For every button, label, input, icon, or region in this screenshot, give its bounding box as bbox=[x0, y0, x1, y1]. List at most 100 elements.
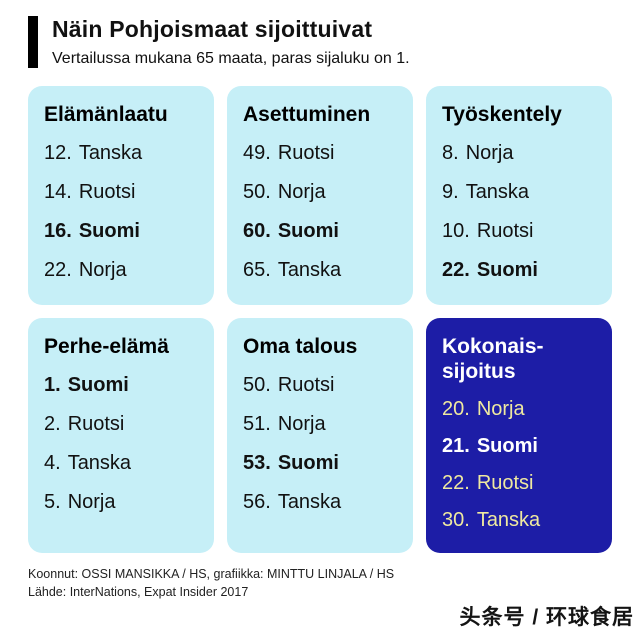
country: Tanska bbox=[277, 259, 342, 282]
country: Tanska bbox=[78, 142, 143, 165]
country: Suomi bbox=[67, 374, 129, 397]
card-perhe-elama: Perhe-elämä 1. Suomi 2. Ruotsi 4. Tanska 5.… bbox=[28, 318, 214, 553]
ranking-grid: Elämänlaatu 12. Tanska 14. Ruotsi 16. Suomi… bbox=[28, 86, 612, 553]
card-elamanlaatu: Elämänlaatu 12. Tanska 14. Ruotsi 16. Suomi… bbox=[28, 86, 214, 306]
credits-line: Koonnut: OSSI MANSIKKA / HS, grafiikka: … bbox=[28, 566, 395, 581]
rank: 8. bbox=[442, 142, 459, 165]
ranking-list: 8. Norja 9. Tanska 10. Ruotsi 22. Suomi bbox=[442, 143, 596, 281]
country: Ruotsi bbox=[277, 374, 335, 397]
country: Norja bbox=[277, 181, 326, 204]
ranking-list: 49. Ruotsi 50. Norja 60. Suomi 65. Tanska bbox=[243, 143, 397, 281]
ranking-row: 20. Norja bbox=[442, 397, 596, 420]
card-oma-talous: Oma talous 50. Ruotsi 51. Norja 53. Suomi 5… bbox=[227, 318, 413, 553]
page-subtitle: Vertailussa mukana 65 maata, paras sijal… bbox=[52, 50, 410, 67]
watermark-text: 头条号 / 环球食居 bbox=[459, 606, 634, 629]
country: Ruotsi bbox=[67, 413, 125, 436]
rank: 21. bbox=[442, 434, 470, 457]
card-title: Työskentely bbox=[442, 103, 562, 126]
rank: 22. bbox=[442, 259, 470, 282]
country: Tanska bbox=[476, 508, 541, 531]
ranking-row: 56. Tanska bbox=[243, 492, 397, 513]
ranking-row: 4. Tanska bbox=[44, 453, 198, 474]
rank: 60. bbox=[243, 220, 271, 243]
rank: 22. bbox=[442, 471, 470, 494]
ranking-row: 10. Ruotsi bbox=[442, 221, 596, 242]
ranking-row: 2. Ruotsi bbox=[44, 414, 198, 435]
ranking-row-highlight: 60. Suomi bbox=[243, 221, 397, 242]
ranking-row: 9. Tanska bbox=[442, 182, 596, 203]
rank: 14. bbox=[44, 181, 72, 204]
rank: 22. bbox=[44, 259, 72, 282]
ranking-list: 12. Tanska 14. Ruotsi 16. Suomi 22. Norja bbox=[44, 143, 198, 281]
country: Ruotsi bbox=[476, 220, 534, 243]
country: Suomi bbox=[476, 434, 538, 457]
card-title: Elämänlaatu bbox=[44, 103, 168, 126]
country: Suomi bbox=[277, 220, 339, 243]
rank: 30. bbox=[442, 508, 470, 531]
ranking-row: 51. Norja bbox=[243, 414, 397, 435]
rank: 10. bbox=[442, 220, 470, 243]
rank: 20. bbox=[442, 397, 470, 420]
rank: 56. bbox=[243, 491, 271, 514]
ranking-list: 20. Norja 21. Suomi 22. Ruotsi 30. Tanska bbox=[442, 397, 596, 531]
card-kokonaissijoitus: Kokonais- sijoitus 20. Norja 21. Suomi 22.… bbox=[426, 318, 612, 553]
ranking-list: 50. Ruotsi 51. Norja 53. Suomi 56. Tanska bbox=[243, 375, 397, 513]
country: Norja bbox=[277, 413, 326, 436]
ranking-row: 5. Norja bbox=[44, 492, 198, 513]
title-accent-bar bbox=[28, 16, 38, 68]
ranking-row: 65. Tanska bbox=[243, 260, 397, 281]
country: Norja bbox=[67, 491, 116, 514]
country: Ruotsi bbox=[277, 142, 335, 165]
rank: 5. bbox=[44, 491, 61, 514]
country: Tanska bbox=[67, 452, 132, 475]
country: Norja bbox=[476, 397, 525, 420]
rank: 12. bbox=[44, 142, 72, 165]
rank: 2. bbox=[44, 413, 61, 436]
rank: 4. bbox=[44, 452, 61, 475]
country: Tanska bbox=[277, 491, 342, 514]
rank: 9. bbox=[442, 181, 459, 204]
ranking-row: 49. Ruotsi bbox=[243, 143, 397, 164]
page-title: Näin Pohjoismaat sijoittuivat bbox=[52, 16, 373, 42]
country: Norja bbox=[78, 259, 127, 282]
source-line: Lähde: InterNations, Expat Insider 2017 bbox=[28, 584, 249, 599]
rank: 65. bbox=[243, 259, 271, 282]
ranking-row: 22. Norja bbox=[44, 260, 198, 281]
ranking-row-highlight: 21. Suomi bbox=[442, 434, 596, 457]
country: Suomi bbox=[476, 259, 538, 282]
country: Ruotsi bbox=[78, 181, 136, 204]
ranking-row: 14. Ruotsi bbox=[44, 182, 198, 203]
country: Suomi bbox=[78, 220, 140, 243]
rank: 49. bbox=[243, 142, 271, 165]
country: Ruotsi bbox=[476, 471, 534, 494]
card-title: Asettuminen bbox=[243, 103, 371, 126]
rank: 50. bbox=[243, 374, 271, 397]
card-title: Perhe-elämä bbox=[44, 335, 169, 359]
ranking-row: 8. Norja bbox=[442, 143, 596, 164]
rank: 51. bbox=[243, 413, 271, 436]
header-text: Näin Pohjoismaat sijoittuivat Vertailuss… bbox=[52, 16, 410, 68]
card-asettuminen: Asettuminen 49. Ruotsi 50. Norja 60. Suomi … bbox=[227, 86, 413, 306]
ranking-row: 50. Norja bbox=[243, 182, 397, 203]
ranking-row: 12. Tanska bbox=[44, 143, 198, 164]
ranking-row-highlight: 22. Suomi bbox=[442, 260, 596, 281]
footer: Koonnut: OSSI MANSIKKA / HS, grafiikka: … bbox=[28, 565, 612, 601]
ranking-list: 1. Suomi 2. Ruotsi 4. Tanska 5. Norja bbox=[44, 375, 198, 513]
country: Suomi bbox=[277, 452, 339, 475]
ranking-row: 50. Ruotsi bbox=[243, 375, 397, 396]
ranking-row-highlight: 16. Suomi bbox=[44, 221, 198, 242]
rank: 1. bbox=[44, 374, 61, 397]
ranking-row: 30. Tanska bbox=[442, 508, 596, 531]
country: Norja bbox=[465, 142, 514, 165]
rank: 16. bbox=[44, 220, 72, 243]
header: Näin Pohjoismaat sijoittuivat Vertailuss… bbox=[28, 16, 612, 68]
rank: 50. bbox=[243, 181, 271, 204]
ranking-row: 22. Ruotsi bbox=[442, 471, 596, 494]
rank: 53. bbox=[243, 452, 271, 475]
card-title: Kokonais- sijoitus bbox=[442, 335, 544, 384]
ranking-row-highlight: 53. Suomi bbox=[243, 453, 397, 474]
country: Tanska bbox=[465, 181, 530, 204]
card-tyoskentely: Työskentely 8. Norja 9. Tanska 10. Ruotsi 2… bbox=[426, 86, 612, 306]
ranking-row-highlight: 1. Suomi bbox=[44, 375, 198, 396]
